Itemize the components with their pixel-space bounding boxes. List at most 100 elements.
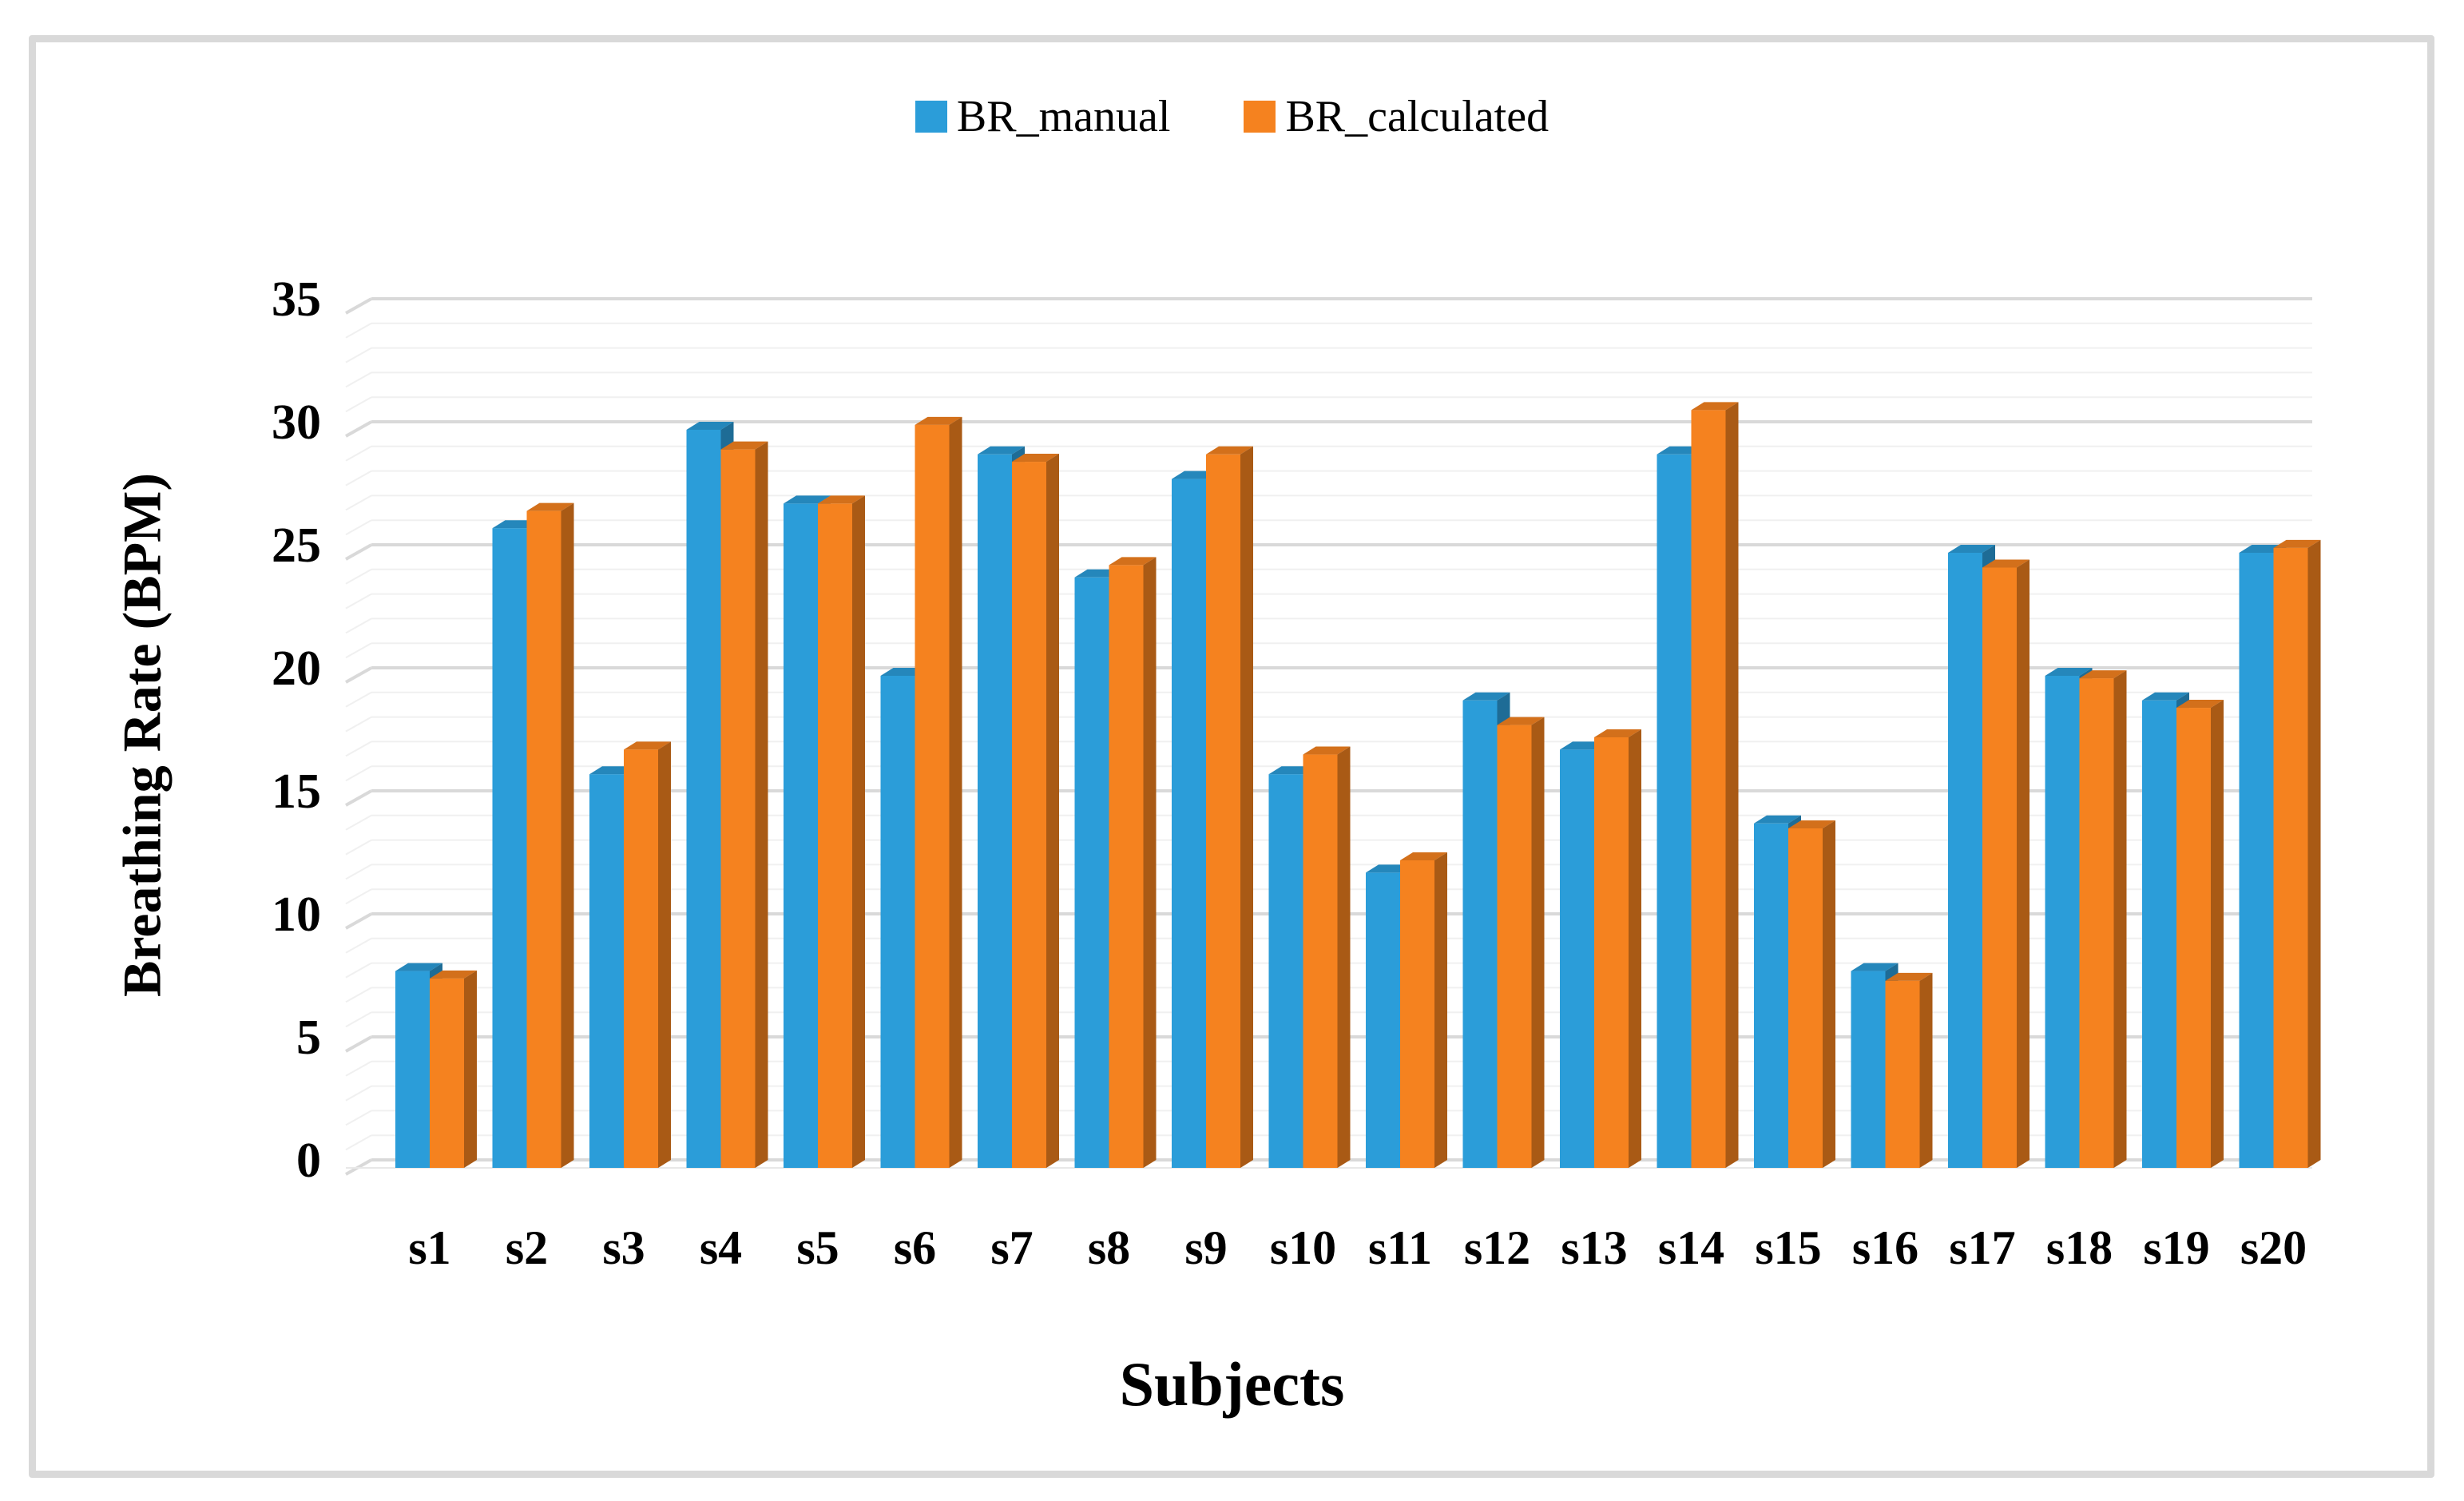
bar-s4-br_manual-front <box>686 430 721 1168</box>
x-category-label-s19: s19 <box>2143 1221 2209 1274</box>
x-category-label-s13: s13 <box>1561 1221 1627 1274</box>
bar-s19-br_manual-front <box>2142 700 2176 1168</box>
bar-s7-br_calculated-top <box>1012 454 1059 463</box>
bar-s18-br_calculated-side <box>2113 670 2127 1168</box>
y-tick-label-15: 15 <box>272 764 321 819</box>
bar-s11-br_calculated-top <box>1400 852 1447 860</box>
bar-s15-br_calculated-top <box>1788 820 1835 828</box>
bar-s12-br_calculated-top <box>1497 717 1545 725</box>
bar-s17-br_manual-top <box>1948 545 1995 553</box>
bar-s19-br_manual-top <box>2142 692 2189 701</box>
x-category-label-s8: s8 <box>1088 1221 1130 1274</box>
x-category-label-s12: s12 <box>1464 1221 1530 1274</box>
bar-s9-br_calculated-side <box>1240 446 1253 1168</box>
x-axis-title: Subjects <box>1119 1349 1345 1419</box>
bar-s16-br_manual-front <box>1851 971 1886 1168</box>
bar-s7-br_manual-front <box>978 454 1012 1168</box>
bar-s20-br_manual-front <box>2239 553 2274 1168</box>
bar-s17-br_calculated-side <box>2017 559 2030 1168</box>
x-category-label-s14: s14 <box>1658 1221 1724 1274</box>
wall-corner-diagonal-33 <box>345 347 372 363</box>
bar-s6-br_calculated-front <box>915 424 950 1168</box>
bar-s13-br_calculated-top <box>1594 729 1641 737</box>
y-tick-label-10: 10 <box>272 887 321 942</box>
bar-s8-br_calculated-front <box>1109 565 1144 1168</box>
bar-s12-br_manual-front <box>1462 700 1498 1168</box>
bar-s5-br_calculated-side <box>852 495 865 1168</box>
bar-s13-br_calculated-front <box>1594 737 1629 1168</box>
bar-s5-br_calculated-top <box>818 495 865 504</box>
legend-item-br-calculated: BR_calculated <box>1244 94 1549 139</box>
bar-s5-br_manual-top <box>784 495 831 504</box>
bar-s1-br_manual-top <box>395 963 442 971</box>
wall-corner-diagonal-18 <box>345 716 372 733</box>
bar-s2-br_calculated-top <box>526 502 574 511</box>
wall-corner-diagonal-17 <box>345 741 372 757</box>
x-category-label-s11: s11 <box>1368 1221 1432 1274</box>
bar-s2-br_calculated-front <box>526 510 561 1168</box>
x-category-label-s10: s10 <box>1270 1221 1336 1274</box>
bar-s15-br_manual-top <box>1754 815 1801 824</box>
bar-s16-br_calculated-top <box>1885 972 1933 981</box>
wall-corner-diagonal-34 <box>345 322 372 339</box>
wall-corner-diagonal-7 <box>345 987 372 1003</box>
wall-corner-diagonal-30 <box>345 420 372 438</box>
bar-s18-br_manual-front <box>2045 676 2080 1168</box>
bar-s19-br_calculated-side <box>2211 700 2224 1168</box>
bar-s14-br_manual-front <box>1657 454 1692 1168</box>
bar-s3-br_calculated-side <box>658 741 671 1168</box>
wall-corner-diagonal-19 <box>345 691 372 708</box>
wall-corner-diagonal-13 <box>345 839 372 856</box>
bar-s12-br_calculated-side <box>1531 717 1545 1168</box>
x-category-label-s20: s20 <box>2240 1221 2307 1274</box>
bar-s18-br_manual-top <box>2045 668 2093 676</box>
bar-s15-br_calculated-front <box>1788 828 1823 1168</box>
bar-s10-br_calculated-front <box>1303 754 1338 1168</box>
bar-s11-br_calculated-front <box>1400 860 1434 1168</box>
bar-s10-br_calculated-top <box>1303 746 1351 755</box>
bar-s7-br_calculated-front <box>1012 462 1046 1168</box>
bar-s2-br_manual-front <box>492 528 527 1168</box>
bar-s2-br_calculated-side <box>561 502 574 1168</box>
bar-s15-br_manual-front <box>1754 823 1788 1168</box>
x-category-label-s17: s17 <box>1949 1221 2015 1274</box>
legend-label-br-manual: BR_manual <box>956 92 1171 141</box>
y-tick-label-0: 0 <box>296 1134 321 1188</box>
bar-s17-br_calculated-front <box>1982 567 2017 1168</box>
bar-s20-br_calculated-side <box>2307 539 2321 1168</box>
bar-s18-br_calculated-front <box>2079 678 2114 1168</box>
bar-s20-br_calculated-front <box>2273 547 2308 1168</box>
bar-s1-br_calculated-side <box>464 970 477 1168</box>
bar-s3-br_manual-front <box>589 774 624 1168</box>
wall-corner-diagonal-29 <box>345 445 372 462</box>
bar-s19-br_calculated-front <box>2176 708 2211 1168</box>
x-category-label-s7: s7 <box>990 1221 1033 1274</box>
bar-s11-br_calculated-side <box>1434 852 1447 1168</box>
wall-corner-diagonal-27 <box>345 494 372 511</box>
x-category-label-s1: s1 <box>408 1221 450 1274</box>
bar-s14-br_calculated-front <box>1691 410 1726 1168</box>
wall-corner-diagonal-31 <box>345 396 372 413</box>
wall-corner-diagonal-8 <box>345 962 372 979</box>
bar-s16-br_manual-top <box>1851 963 1899 971</box>
wall-corner-diagonal-28 <box>345 470 372 486</box>
x-category-label-s16: s16 <box>1852 1221 1918 1274</box>
x-category-label-s6: s6 <box>894 1221 936 1274</box>
legend-item-br-manual: BR_manual <box>915 92 1171 141</box>
legend-label-br-calculated: BR_calculated <box>1285 92 1549 141</box>
wall-corner-diagonal-14 <box>345 814 372 831</box>
x-category-label-s2: s2 <box>506 1221 548 1274</box>
wall-corner-diagonal-32 <box>345 371 372 388</box>
x-category-label-s9: s9 <box>1184 1221 1227 1274</box>
bar-s9-br_calculated-front <box>1206 454 1240 1168</box>
y-tick-label-35: 35 <box>272 272 321 327</box>
bar-s6-br_calculated-side <box>949 416 962 1168</box>
bar-s5-br_manual-front <box>784 503 818 1168</box>
bar-s4-br_calculated-top <box>720 441 768 450</box>
x-category-label-s18: s18 <box>2046 1221 2113 1274</box>
bar-s13-br_calculated-side <box>1629 729 1641 1168</box>
bar-s8-br_calculated-top <box>1109 557 1157 566</box>
legend-swatch-br-manual-icon <box>915 101 947 133</box>
wall-corner-diagonal-12 <box>345 864 372 880</box>
